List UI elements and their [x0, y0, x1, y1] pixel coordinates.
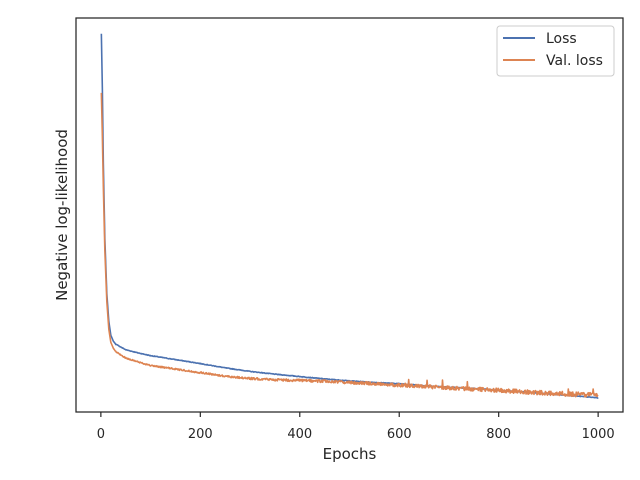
- x-tick-label: 600: [387, 427, 412, 442]
- plot-frame: [75, 17, 624, 413]
- legend-label-loss: Loss: [546, 31, 577, 47]
- series-line-val-loss: [100, 92, 599, 398]
- series-layer: [100, 33, 599, 399]
- y-axis-label: Negative log-likelihood: [53, 129, 71, 301]
- legend-label-val-loss: Val. loss: [546, 53, 603, 69]
- legend: Loss Val. loss: [496, 25, 615, 77]
- x-axis-label: Epochs: [323, 445, 377, 463]
- x-tick-label: 800: [486, 427, 511, 442]
- x-tick-label: 1000: [582, 427, 615, 442]
- x-tick-label: 200: [188, 427, 213, 442]
- x-tick-label: 400: [287, 427, 312, 442]
- x-tick-label: 0: [97, 427, 105, 442]
- x-axis: 0 200 400 600 800 1000: [97, 412, 615, 442]
